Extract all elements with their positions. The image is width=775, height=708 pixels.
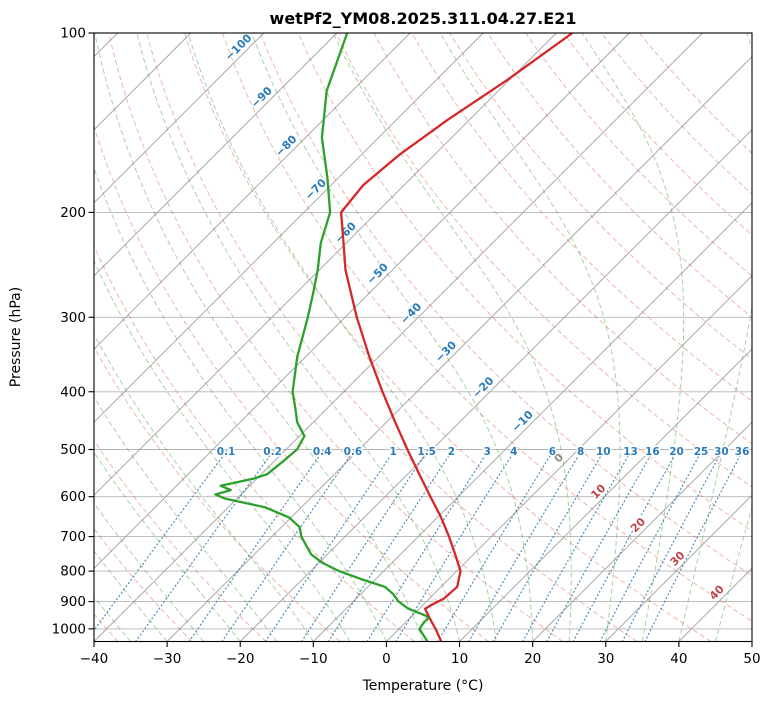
y-tick-label: 500 [60, 442, 86, 458]
y-tick-label: 800 [60, 564, 86, 580]
y-tick-label: 100 [60, 26, 86, 42]
x-tick-label: −30 [153, 651, 182, 667]
y-tick-label: 1000 [52, 621, 86, 637]
temperature-curve [339, 33, 574, 642]
mixing-ratio-label: 20 [669, 446, 684, 458]
dewpoint-curve [214, 33, 430, 642]
isotherm-label: −90 [248, 84, 275, 111]
isotherm-label: −40 [398, 300, 425, 327]
y-tick-label: 200 [60, 205, 86, 221]
mixing-ratio-label: 16 [645, 446, 660, 458]
x-axis-label: Temperature (°C) [362, 678, 484, 694]
mixing-ratio-label: 25 [694, 446, 709, 458]
x-tick-label: −10 [299, 651, 328, 667]
mixing-ratio-label: 10 [596, 446, 611, 458]
y-tick-label: 600 [60, 489, 86, 505]
mixing-ratio-label: 0.4 [313, 446, 332, 458]
pressure-gridlines [94, 32, 752, 630]
mixing-ratio-label: 4 [510, 446, 517, 458]
mixing-ratio-label: 8 [577, 446, 584, 458]
x-tick-label: 20 [524, 651, 541, 667]
mixing-ratio-label: 1 [390, 446, 397, 458]
x-tick-label: −20 [226, 651, 255, 667]
y-tick-label: 300 [60, 310, 86, 326]
mixing-ratio-lines [94, 448, 744, 642]
isotherm-label: −70 [302, 176, 329, 203]
mixing-ratio-label: 3 [484, 446, 491, 458]
x-tick-label: 30 [597, 651, 614, 667]
x-tick-label: 50 [743, 651, 760, 667]
x-tick-label: 0 [382, 651, 391, 667]
y-tick-label: 400 [60, 384, 86, 400]
y-tick-label: 900 [60, 594, 86, 610]
x-tick-label: 40 [670, 651, 687, 667]
y-axis-label: Pressure (hPa) [8, 287, 24, 387]
isotherm-label: 20 [628, 515, 648, 535]
mixing-ratio-label: 0.6 [344, 446, 363, 458]
isotherm-label: −60 [332, 219, 359, 246]
isotherm-label: −10 [509, 408, 536, 435]
dry-adiabats [94, 33, 752, 642]
isotherm-label: 10 [588, 481, 608, 501]
mixing-ratio-label: 30 [714, 446, 729, 458]
isotherm-label: 30 [668, 548, 688, 568]
isotherm-label: −80 [273, 132, 300, 159]
mixing-ratio-label: 6 [549, 446, 556, 458]
y-tick-label: 700 [60, 529, 86, 545]
chart-title: wetPf2_YM08.2025.311.04.27.E21 [270, 9, 577, 28]
mixing-ratio-label: 13 [623, 446, 638, 458]
x-tick-label: 10 [451, 651, 468, 667]
isotherm-label: −20 [470, 374, 497, 401]
x-tick-label: −40 [80, 651, 109, 667]
sounding-profiles [214, 33, 574, 642]
plot-layers: −100−90−80−70−60−50−40−30−20−10010203040… [52, 26, 761, 668]
mixing-ratio-label: 1.5 [417, 446, 436, 458]
axes-frame: −40 −30 −20 −10 0 10 20 30 40 5010020030040050060… [52, 26, 761, 668]
isotherm-lines [94, 33, 752, 642]
mixing-ratio-label: 0.2 [263, 446, 282, 458]
mixing-ratio-label: 2 [448, 446, 455, 458]
mixing-ratio-label: 0.1 [217, 446, 236, 458]
mixing-ratio-label: 36 [735, 446, 750, 458]
isotherm-label: 40 [707, 582, 727, 602]
isotherm-label: −30 [433, 338, 460, 365]
moist-adiabats [94, 33, 752, 642]
